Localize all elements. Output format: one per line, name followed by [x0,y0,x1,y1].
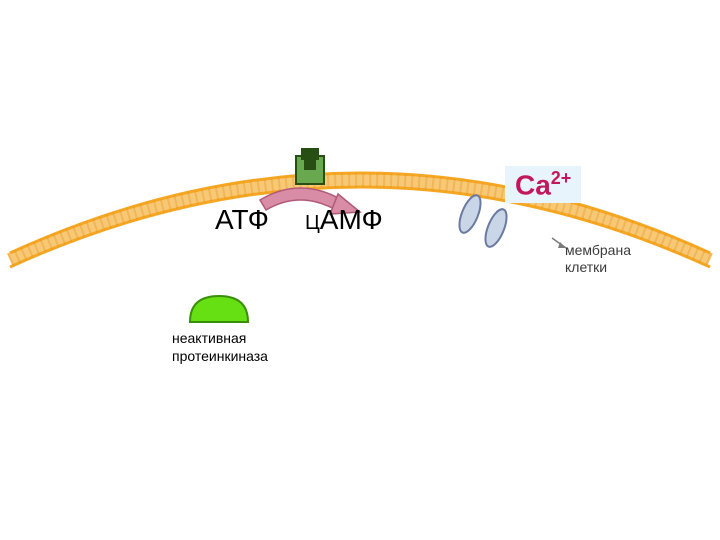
kinase-label-line2: протеинкиназа [172,348,268,366]
calcium-label: Ca2+ [505,166,581,203]
calcium-symbol: Ca [515,169,551,200]
membrane-label-line1: мембрана [565,242,631,259]
receptor-icon [296,148,324,184]
membrane-label: мембрана клетки [565,242,631,276]
calcium-charge: 2+ [551,168,572,188]
atp-label: АТФ [215,204,269,236]
diagram-stage: Ca2+ АТФ ЦАМФ мембрана клетки неактивная… [0,0,720,540]
membrane-pointer-icon [552,238,566,248]
camp-label: ЦАМФ [305,204,383,236]
kinase-icon [190,296,248,322]
membrane-label-line2: клетки [565,259,631,276]
camp-prefix: Ц [305,212,320,234]
kinase-label: неактивная протеинкиназа [172,330,268,365]
kinase-label-line1: неактивная [172,330,268,348]
camp-rest: АМФ [320,204,383,235]
